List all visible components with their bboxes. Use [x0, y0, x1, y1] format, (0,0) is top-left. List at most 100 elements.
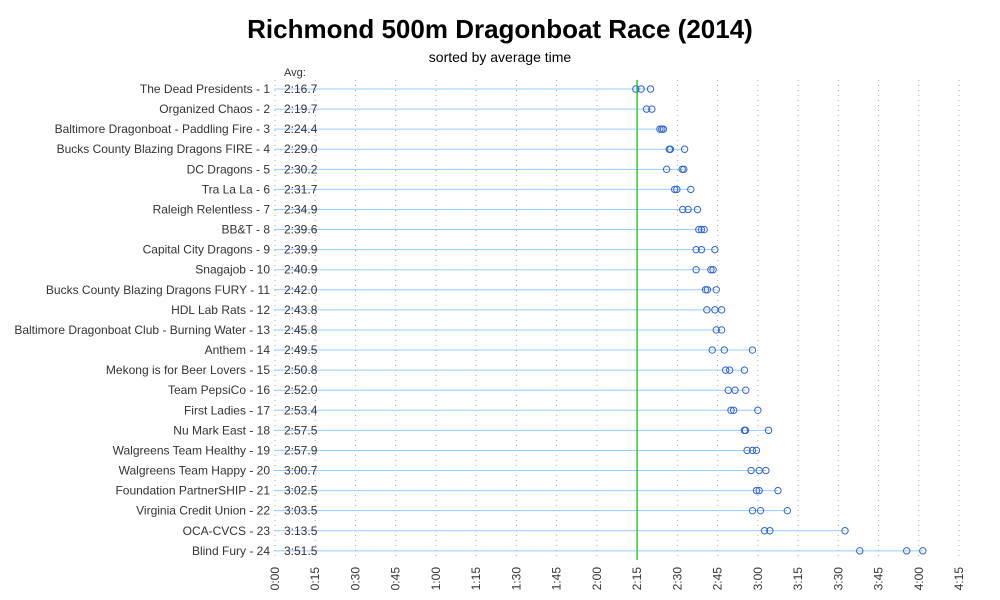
data-point [755, 486, 763, 495]
data-point [700, 225, 708, 234]
data-point [760, 527, 769, 535]
data-point [717, 326, 726, 334]
data-point [725, 366, 734, 374]
data-point [902, 547, 911, 555]
team-label: Anthem - 14 [205, 343, 271, 357]
data-point [648, 105, 656, 113]
team-label: Team PepsiCo - 16 [168, 383, 270, 397]
data-point [692, 266, 700, 274]
data-point [708, 346, 716, 354]
team-label: Organized Chaos - 2 [159, 102, 270, 116]
data-point [707, 266, 715, 274]
data-point [673, 185, 681, 194]
avg-header: Avg: [284, 67, 306, 79]
data-points [632, 85, 927, 555]
avg-label: 2:39.6 [284, 223, 318, 237]
data-point [764, 426, 773, 435]
data-point [783, 506, 792, 515]
data-point [766, 527, 774, 535]
avg-label: 2:45.8 [284, 323, 318, 337]
data-point [721, 366, 730, 374]
avg-label: 2:42.0 [284, 283, 318, 297]
data-point [752, 446, 761, 455]
data-point [742, 386, 750, 394]
avg-label: 2:16.7 [284, 82, 318, 96]
team-label: Walgreens Team Happy - 20 [119, 464, 271, 478]
x-tick-label: 1:45 [550, 567, 564, 591]
avg-label: 3:51.5 [284, 544, 318, 558]
data-point [748, 506, 757, 515]
x-tick-label: 1:30 [509, 567, 523, 591]
team-label: Tra La La - 6 [202, 182, 271, 196]
team-label: Baltimore Dragonboat - Paddling Fire - 3 [55, 122, 271, 136]
avg-label: 2:40.9 [284, 263, 318, 277]
avg-label: 2:34.9 [284, 202, 318, 216]
team-label: Capital City Dragons - 9 [143, 243, 271, 257]
data-point [670, 185, 679, 194]
avg-label: 2:24.4 [284, 122, 318, 136]
avg-label: 2:43.8 [284, 303, 318, 317]
data-point [752, 486, 761, 495]
team-labels: The Dead Presidents - 1 Organized Chaos -… [14, 82, 270, 558]
avg-label: 2:53.4 [284, 403, 318, 417]
data-point [703, 306, 711, 314]
data-point [632, 85, 640, 93]
team-label: Bucks County Blazing Dragons FURY - 11 [46, 283, 270, 297]
grid [274, 80, 960, 560]
team-label: Bucks County Blazing Dragons FIRE - 4 [57, 142, 271, 156]
avg-label: 3:00.7 [284, 464, 318, 478]
avg-label: 2:30.2 [284, 162, 318, 176]
avg-label: 3:13.5 [284, 524, 318, 538]
data-point [701, 286, 710, 294]
x-tick-label: 0:00 [268, 567, 282, 591]
x-tick-label: 3:30 [831, 567, 845, 591]
data-point [646, 85, 655, 93]
team-label: First Ladies - 17 [184, 403, 270, 417]
data-point [703, 286, 712, 294]
avg-label: 2:31.7 [284, 182, 318, 196]
x-tick-label: 0:30 [348, 567, 362, 591]
data-point [637, 85, 645, 93]
x-tick-label: 3:45 [872, 567, 886, 591]
data-point [712, 286, 720, 294]
data-point [709, 266, 717, 274]
data-point [712, 326, 720, 334]
data-point [662, 165, 671, 174]
x-tick-label: 0:15 [308, 567, 322, 591]
avg-label: 2:50.8 [284, 363, 318, 377]
data-point [692, 245, 700, 254]
team-label: OCA-CVCS - 23 [183, 524, 271, 538]
data-point [680, 145, 689, 153]
data-point [680, 165, 688, 174]
data-point [666, 145, 675, 153]
data-point [748, 346, 757, 354]
data-point [697, 225, 706, 234]
team-label: Snagajob - 10 [195, 263, 270, 277]
data-point [748, 446, 757, 455]
data-point [687, 185, 695, 194]
x-tick-label: 3:00 [751, 567, 765, 591]
avg-label: 3:02.5 [284, 484, 318, 498]
data-point [743, 446, 751, 455]
team-label: Foundation PartnerSHIP - 21 [115, 484, 270, 498]
data-point [747, 466, 755, 475]
x-tick-label: 3:15 [791, 567, 805, 591]
data-point [740, 366, 749, 374]
data-point [762, 466, 770, 475]
team-label: Baltimore Dragonboat Club - Burning Wate… [14, 323, 270, 337]
team-label: Nu Mark East - 18 [173, 423, 270, 437]
data-point [741, 426, 750, 435]
data-point [717, 306, 726, 314]
chart-subtitle: sorted by average time [428, 49, 572, 65]
avg-label: 2:39.9 [284, 243, 318, 257]
x-axis: 0:00 0:15 0:30 0:45 1:00 1:15 1:30 1:45 2:00 2:15… [268, 567, 966, 591]
data-point [774, 486, 782, 495]
data-point [754, 406, 762, 414]
x-tick-label: 2:45 [711, 567, 725, 591]
team-label: BB&T - 8 [222, 223, 271, 237]
data-point [711, 245, 719, 254]
team-label: DC Dragons - 5 [187, 162, 271, 176]
data-point [693, 205, 702, 214]
data-point [695, 225, 703, 234]
